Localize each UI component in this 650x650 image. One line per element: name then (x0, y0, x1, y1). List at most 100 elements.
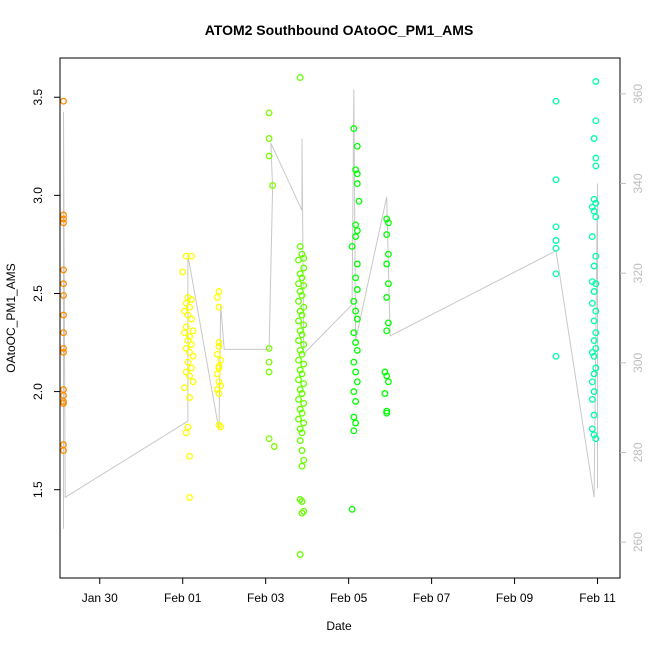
data-point-flight-6 (590, 352, 598, 360)
data-point-flight-5 (353, 142, 361, 150)
data-point-flight-3 (265, 435, 273, 443)
data-point-flight-4 (296, 270, 304, 278)
data-point-flight-5 (348, 505, 356, 513)
data-point-flight-2 (213, 350, 221, 358)
data-point-flight-4 (295, 337, 302, 345)
y-tick-label: 2.5 (31, 285, 45, 302)
data-point-flight-1 (60, 211, 67, 219)
data-point-flight-6 (552, 352, 560, 360)
y-tick-label: 1.5 (31, 481, 45, 498)
axes-layer: Jan 30 Feb 01 Feb 03 Feb 05 Feb 07 Feb 09 Feb … (31, 57, 645, 605)
data-point-flight-3 (265, 152, 273, 160)
data-point-flight-4 (296, 551, 304, 558)
data-point-flight-6 (588, 395, 596, 403)
data-point-flight-2 (182, 368, 190, 376)
data-point-flight-2 (186, 394, 194, 401)
data-point-flight-4 (295, 356, 302, 364)
data-point-flight-5 (352, 419, 360, 427)
data-point-flight-5 (383, 260, 391, 268)
data-point-flight-4 (298, 250, 306, 258)
data-point-flight-5 (384, 250, 392, 258)
data-point-flight-1 (60, 399, 67, 407)
data-point-flight-5 (383, 231, 391, 239)
data-point-flight-5 (384, 219, 392, 227)
data-point-flight-2 (187, 364, 195, 372)
y2-tick-label: 280 (631, 442, 645, 462)
data-point-flight-6 (590, 337, 598, 345)
data-point-flight-4 (296, 405, 304, 413)
data-point-flight-5 (353, 346, 361, 354)
data-point-flight-4 (300, 303, 308, 311)
data-point-flight-1 (60, 215, 67, 223)
data-point-flight-6 (552, 223, 560, 231)
plot-frame (59, 57, 621, 579)
data-point-flight-2 (186, 372, 194, 380)
data-point-flight-3 (269, 182, 277, 189)
data-point-flight-6 (592, 162, 600, 170)
data-point-flight-2 (180, 384, 188, 392)
data-point-flight-5 (381, 390, 389, 397)
x-tick-label: Feb 03 (247, 591, 285, 605)
data-point-flight-2 (187, 315, 195, 323)
data-point-flight-2 (213, 293, 221, 301)
data-point-flight-5 (352, 221, 360, 229)
data-point-flight-4 (298, 331, 306, 339)
data-point-flight-6 (590, 370, 598, 378)
data-point-flight-4 (298, 311, 306, 319)
data-point-flight-6 (588, 299, 596, 307)
data-point-flight-5 (353, 180, 361, 188)
y-tick-label: 3.0 (31, 187, 45, 204)
data-point-flight-6 (588, 278, 596, 286)
data-point-flight-3 (265, 368, 273, 376)
data-point-flight-2 (189, 327, 197, 335)
data-point-flight-5 (348, 242, 356, 250)
data-point-flight-5 (353, 315, 361, 323)
data-point-flight-2 (186, 303, 194, 311)
data-point-flight-4 (300, 321, 308, 329)
data-point-flight-2 (215, 303, 223, 311)
data-point-flight-2 (187, 341, 195, 348)
data-point-flight-5 (353, 286, 361, 293)
data-point-flight-1 (60, 291, 67, 299)
data-point-flight-4 (298, 462, 306, 470)
data-point-flight-3 (265, 344, 273, 352)
data-point-flight-2 (186, 494, 194, 501)
data-point-flight-2 (186, 452, 194, 460)
data-point-flight-5 (353, 260, 361, 268)
data-point-flight-2 (184, 337, 192, 345)
data-point-flight-2 (215, 343, 223, 350)
data-point-flight-6 (592, 78, 600, 85)
data-point-flight-6 (590, 317, 598, 325)
x-tick-label: Feb 07 (413, 591, 451, 605)
data-point-flight-1 (60, 219, 67, 227)
data-point-flight-6 (592, 252, 600, 260)
data-point-flight-2 (182, 344, 190, 352)
data-point-flight-2 (186, 333, 194, 341)
y2-tick-label: 300 (631, 352, 645, 372)
data-point-flight-2 (215, 364, 223, 372)
data-point-flight-6 (552, 176, 560, 184)
x-tick-label: Feb 09 (496, 591, 534, 605)
data-point-flight-5 (350, 427, 358, 435)
data-point-flight-6 (552, 97, 560, 105)
data-point-flight-2 (184, 423, 192, 431)
data-point-flight-4 (298, 509, 306, 517)
x-tick-label: Feb 01 (164, 591, 202, 605)
data-point-flight-4 (296, 386, 304, 394)
data-point-flight-4 (295, 395, 302, 403)
data-point-flight-2 (215, 390, 223, 397)
data-point-flight-4 (300, 507, 308, 515)
x-tick-label: Feb 11 (579, 591, 616, 605)
data-point-flight-4 (298, 291, 306, 299)
y-axis-label: OAtoOC_PM1_AMS (4, 263, 18, 372)
x-tick-label: Feb 05 (330, 591, 368, 605)
data-point-flight-1 (60, 348, 67, 356)
data-point-flight-6 (552, 270, 560, 278)
data-point-flight-6 (590, 288, 598, 295)
data-point-flight-5 (353, 170, 361, 178)
data-point-flight-6 (590, 135, 598, 142)
y2-tick-label: 340 (631, 173, 645, 193)
data-point-flight-4 (296, 74, 304, 82)
data-point-flight-3 (270, 443, 278, 450)
